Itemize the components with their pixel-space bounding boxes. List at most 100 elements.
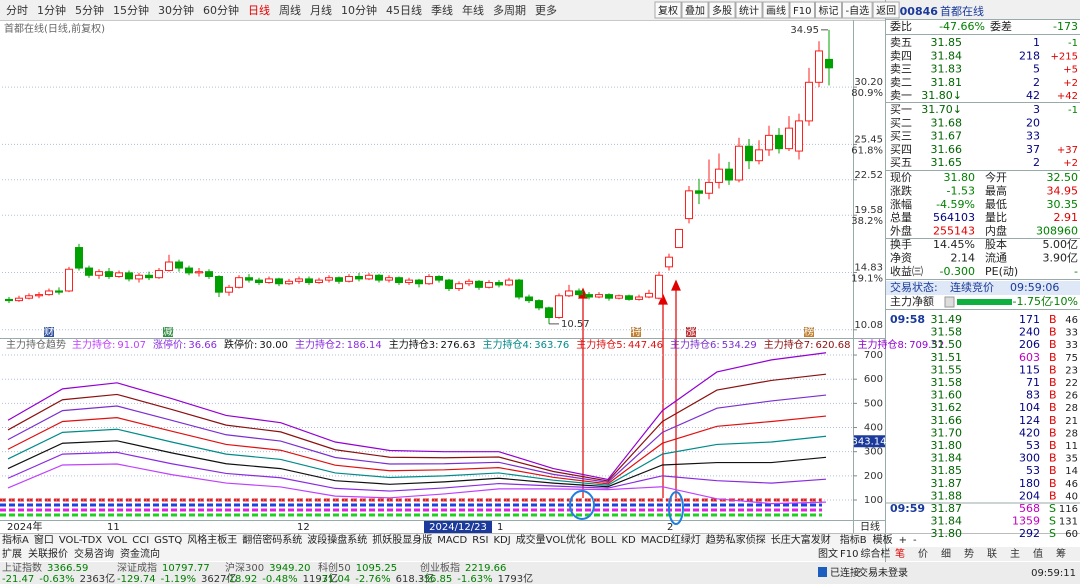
indicator-tab[interactable]: 模板 (873, 533, 893, 546)
toolbar-button[interactable] (681, 1, 709, 19)
book-label: 买三 (890, 130, 912, 143)
quote-tab[interactable]: 筹 (1056, 547, 1066, 560)
toolbar-button[interactable] (762, 1, 790, 19)
indicator-tab[interactable]: KDJ (493, 535, 510, 546)
indicator-tab[interactable]: MACD (437, 535, 467, 546)
toolbar-button-label[interactable]: -自选 (845, 4, 869, 17)
tick-side: B (1049, 338, 1057, 351)
indicator-tab[interactable]: BOLL (591, 535, 617, 546)
period-tab[interactable]: 年线 (462, 3, 484, 17)
quote-tabs-bg (886, 547, 1080, 561)
tick-count: 40 (1065, 491, 1078, 502)
period-tab[interactable]: 10分钟 (341, 3, 377, 17)
indicator-tab[interactable]: 成交量VOL优化 (516, 533, 586, 546)
indicator-line (7, 415, 827, 485)
indicator-title: 主力持仓趋势 (6, 338, 66, 351)
book-price: 31.66 (931, 143, 963, 156)
period-tab[interactable]: 分时 (6, 4, 28, 17)
indicator-tab[interactable]: + (899, 535, 907, 546)
tick-side: B (1049, 489, 1057, 502)
toolbar-button[interactable] (841, 1, 873, 19)
toolbar-button-label[interactable]: 叠加 (685, 5, 705, 17)
period-tab[interactable]: 5分钟 (75, 3, 104, 17)
period-tab[interactable]: 月线 (310, 3, 332, 17)
connection-icon (818, 567, 827, 577)
net-flow-value: -1.75亿 (1013, 295, 1052, 308)
period-tab[interactable]: 45日线 (386, 3, 422, 17)
index-value: 3366.59 (47, 563, 88, 574)
toolbar-button[interactable] (654, 1, 682, 19)
quote-tab[interactable]: 价 (918, 548, 928, 560)
indicator-tab[interactable]: VOL-TDX (59, 535, 102, 546)
indicator-tab[interactable]: 长庄大富发财 (771, 533, 831, 546)
book-price: 31.70↓ (921, 103, 962, 116)
candle-body (425, 275, 433, 285)
bottom-tab[interactable]: 关联报价 (28, 547, 68, 560)
quote-tab[interactable]: 联 (987, 548, 997, 560)
quote-tab[interactable]: 主 (1010, 548, 1020, 560)
period-tab[interactable]: 15分钟 (113, 3, 149, 17)
candle-body (235, 277, 243, 288)
tick-side: B (1049, 464, 1057, 477)
stock-code: 300846 (892, 5, 938, 18)
indicator-tab[interactable]: VOL (107, 535, 128, 546)
index-name: 沪深300 (225, 561, 264, 574)
indicator-tab[interactable]: 风格主板王 (187, 533, 237, 546)
bottom-tab[interactable]: 交易咨询 (74, 547, 114, 560)
candle-body (345, 275, 353, 282)
bottom-tab[interactable]: 资金流向 (120, 547, 160, 560)
indicator-tab[interactable]: GSTQ (154, 535, 182, 546)
net-flow-pct: -10% (1050, 295, 1078, 308)
y-tick-label: 19.58 (854, 205, 883, 216)
indicator-tab[interactable]: MACD红绿灯 (641, 533, 701, 546)
tick-side: B (1049, 401, 1057, 414)
toolbar-button[interactable] (789, 1, 815, 19)
indicator-tab[interactable]: 窗口 (34, 533, 54, 546)
quote-tab[interactable]: 笔 (895, 547, 905, 560)
period-tab[interactable]: 更多 (535, 3, 557, 17)
indicator-tab[interactable]: 波段操盘系统 (307, 533, 367, 546)
indicator-tab[interactable]: 指标A (2, 533, 29, 546)
toolbar-button-label[interactable]: 多股 (712, 4, 732, 17)
stat-value: 308960 (1036, 225, 1078, 238)
indicator-tab[interactable]: 翻倍密码系统 (242, 533, 302, 546)
toolbar-button-label[interactable]: 返回 (876, 5, 896, 17)
quote-tab[interactable]: 势 (964, 547, 974, 560)
bottom-tab[interactable]: F10 (840, 549, 858, 560)
indicator-tab[interactable]: KD (622, 535, 637, 546)
toolbar-button[interactable] (814, 1, 842, 19)
bottom-tab[interactable]: 综合栏 (860, 547, 890, 560)
indicator-tab[interactable]: 抓妖股显身版 (372, 533, 432, 546)
indicator-tab[interactable]: 趋势私家侦探 (706, 533, 766, 546)
connection-status: 已连接 (830, 566, 860, 579)
quote-tab[interactable]: 值 (1033, 547, 1043, 560)
toolbar-button[interactable] (735, 1, 763, 19)
period-tab[interactable]: 1分钟 (37, 3, 66, 17)
indicator-tab[interactable]: - (913, 535, 917, 546)
indicator-tab[interactable]: RSI (472, 535, 488, 546)
toolbar-button-label[interactable]: 统计 (739, 4, 759, 17)
status-row-bg (886, 281, 1080, 295)
period-tab[interactable]: 周线 (279, 3, 301, 17)
bottom-tab[interactable]: 扩展 (2, 547, 22, 560)
bottom-tab[interactable]: 图文 (818, 547, 838, 560)
book-label: 买一 (890, 103, 912, 116)
period-tab[interactable]: 日线 (248, 3, 270, 17)
indicator-tab[interactable]: 指标B (840, 533, 867, 546)
toolbar-button[interactable] (708, 1, 736, 19)
indicator-tab[interactable]: CCI (132, 535, 149, 546)
period-tab[interactable]: 多周期 (493, 3, 526, 17)
period-tab[interactable]: 60分钟 (203, 3, 239, 17)
toolbar-button-label[interactable]: 标记 (818, 5, 838, 17)
candle-body (135, 274, 143, 280)
quote-tab[interactable]: 细 (941, 547, 951, 560)
period-tab[interactable]: 季线 (431, 3, 453, 17)
tick-price: 31.60 (931, 389, 963, 402)
toolbar-button-label[interactable]: 画线 (766, 4, 786, 17)
toolbar-button[interactable] (872, 1, 900, 19)
period-tab[interactable]: 30分钟 (158, 3, 194, 17)
stat-value: 564103 (933, 211, 975, 224)
toolbar-button-label[interactable]: 复权 (658, 4, 678, 17)
book-change: +37 (1057, 145, 1078, 156)
toolbar-button-label[interactable]: F10 (793, 6, 811, 17)
